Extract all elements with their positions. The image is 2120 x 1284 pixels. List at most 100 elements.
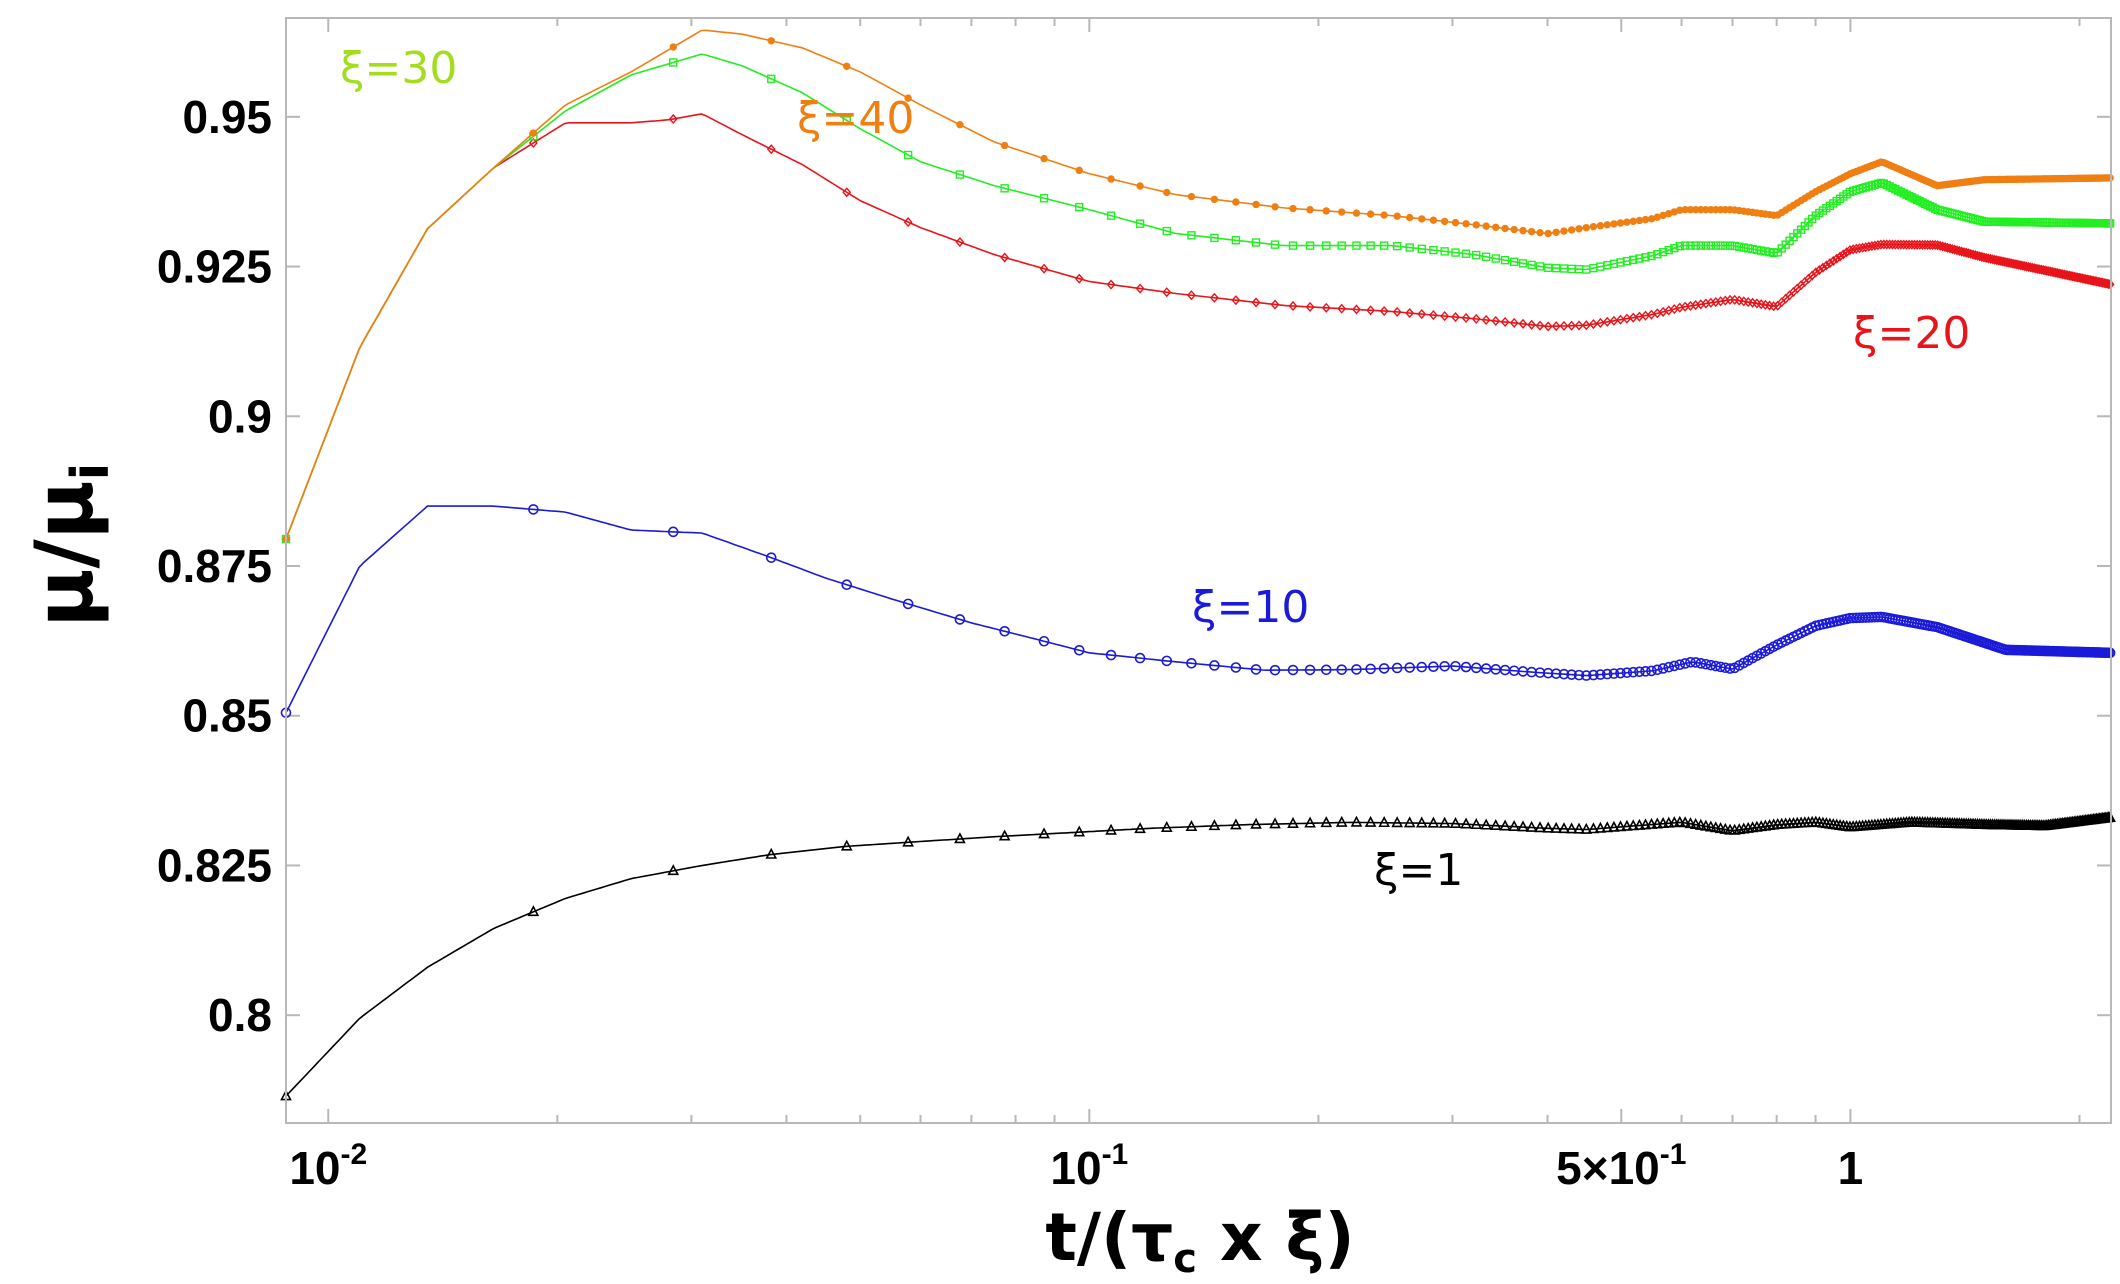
data-point bbox=[1940, 242, 1950, 253]
data-point bbox=[1542, 821, 1555, 833]
data-point bbox=[1287, 816, 1299, 828]
data-point bbox=[1415, 816, 1428, 828]
data-point bbox=[1551, 321, 1561, 332]
data-point bbox=[1821, 260, 1831, 271]
data-point bbox=[1629, 255, 1638, 265]
data-point bbox=[1337, 241, 1346, 250]
data-point bbox=[1403, 816, 1416, 828]
data-point bbox=[1136, 182, 1144, 190]
data-point bbox=[1542, 667, 1554, 679]
data-point bbox=[1959, 247, 1969, 258]
data-point bbox=[1615, 667, 1626, 679]
data-point bbox=[954, 614, 966, 625]
data-point bbox=[1250, 664, 1262, 675]
data-point bbox=[1748, 244, 1757, 254]
data-point bbox=[1647, 251, 1656, 261]
data-point bbox=[1825, 258, 1835, 269]
data-point bbox=[1510, 225, 1518, 234]
data-point bbox=[1162, 226, 1171, 236]
data-point bbox=[1501, 224, 1509, 233]
series-label-2: ξ=10 bbox=[1192, 582, 1309, 633]
data-point bbox=[1565, 822, 1578, 834]
data-point bbox=[1588, 669, 1599, 681]
data-point bbox=[840, 839, 853, 851]
data-point bbox=[1106, 211, 1116, 220]
data-point bbox=[529, 129, 538, 137]
data-point bbox=[1558, 822, 1570, 834]
data-point bbox=[843, 62, 851, 70]
data-point bbox=[1336, 664, 1348, 675]
data-point bbox=[1645, 817, 1658, 829]
data-point bbox=[1073, 825, 1086, 837]
data-point bbox=[1575, 225, 1583, 233]
y-axis-title: μ/μi bbox=[18, 463, 121, 628]
data-point bbox=[1602, 316, 1612, 327]
plot-frame bbox=[285, 17, 2112, 1124]
data-point bbox=[528, 137, 538, 149]
data-point bbox=[1639, 818, 1652, 830]
data-point bbox=[1210, 195, 1219, 204]
data-point bbox=[1287, 664, 1299, 676]
data-point bbox=[1930, 239, 1940, 251]
data-point bbox=[1322, 207, 1330, 215]
data-point bbox=[1811, 267, 1821, 278]
data-point bbox=[1427, 816, 1440, 828]
y-tick-label: 0.825 bbox=[157, 839, 272, 891]
data-point bbox=[1461, 249, 1471, 258]
data-point bbox=[1231, 295, 1241, 306]
data-point bbox=[1271, 203, 1279, 211]
data-point bbox=[1601, 668, 1613, 680]
data-point bbox=[1888, 239, 1897, 250]
data-point bbox=[1429, 216, 1438, 224]
data-point bbox=[1187, 192, 1196, 201]
data-point bbox=[1566, 669, 1577, 680]
data-point bbox=[1543, 263, 1553, 272]
data-point bbox=[1658, 247, 1668, 257]
data-point bbox=[1915, 197, 1925, 206]
data-point bbox=[1073, 644, 1085, 656]
data-point bbox=[1039, 263, 1049, 274]
data-point bbox=[1596, 222, 1605, 230]
data-point bbox=[1470, 818, 1483, 830]
data-point bbox=[1573, 669, 1585, 681]
series-markers-2 bbox=[280, 504, 2116, 719]
data-point bbox=[1187, 290, 1196, 301]
data-point bbox=[1470, 662, 1482, 674]
data-point bbox=[1038, 827, 1050, 839]
data-point bbox=[1581, 670, 1592, 681]
data-point bbox=[955, 236, 965, 248]
data-point bbox=[1404, 662, 1415, 673]
data-point bbox=[1306, 206, 1314, 214]
data-point bbox=[1550, 821, 1563, 833]
data-point bbox=[1379, 305, 1389, 317]
data-point bbox=[767, 74, 776, 84]
data-point bbox=[1943, 242, 1952, 253]
data-point bbox=[1608, 820, 1620, 832]
data-point bbox=[766, 144, 776, 155]
data-point bbox=[1440, 217, 1449, 226]
data-point bbox=[1670, 243, 1679, 253]
data-point bbox=[1752, 245, 1762, 255]
data-point bbox=[956, 120, 964, 129]
data-point bbox=[1491, 254, 1500, 263]
data-point bbox=[1675, 242, 1684, 251]
data-point bbox=[1352, 304, 1361, 315]
data-point bbox=[1074, 273, 1084, 284]
data-point bbox=[1551, 263, 1561, 273]
data-point bbox=[1710, 660, 1722, 672]
data-point bbox=[1366, 241, 1375, 250]
data-point bbox=[1724, 663, 1736, 674]
data-point bbox=[903, 150, 913, 160]
data-point bbox=[1945, 243, 1955, 254]
data-point bbox=[667, 864, 680, 876]
data-point bbox=[842, 187, 852, 198]
data-point bbox=[1629, 217, 1637, 225]
data-point bbox=[1705, 659, 1717, 671]
data-point bbox=[1582, 223, 1591, 232]
data-point bbox=[1623, 218, 1631, 226]
data-point bbox=[904, 94, 912, 102]
data-point bbox=[1832, 253, 1842, 264]
data-point bbox=[1621, 819, 1633, 831]
data-point bbox=[1527, 319, 1537, 330]
data-point bbox=[1899, 189, 1908, 198]
